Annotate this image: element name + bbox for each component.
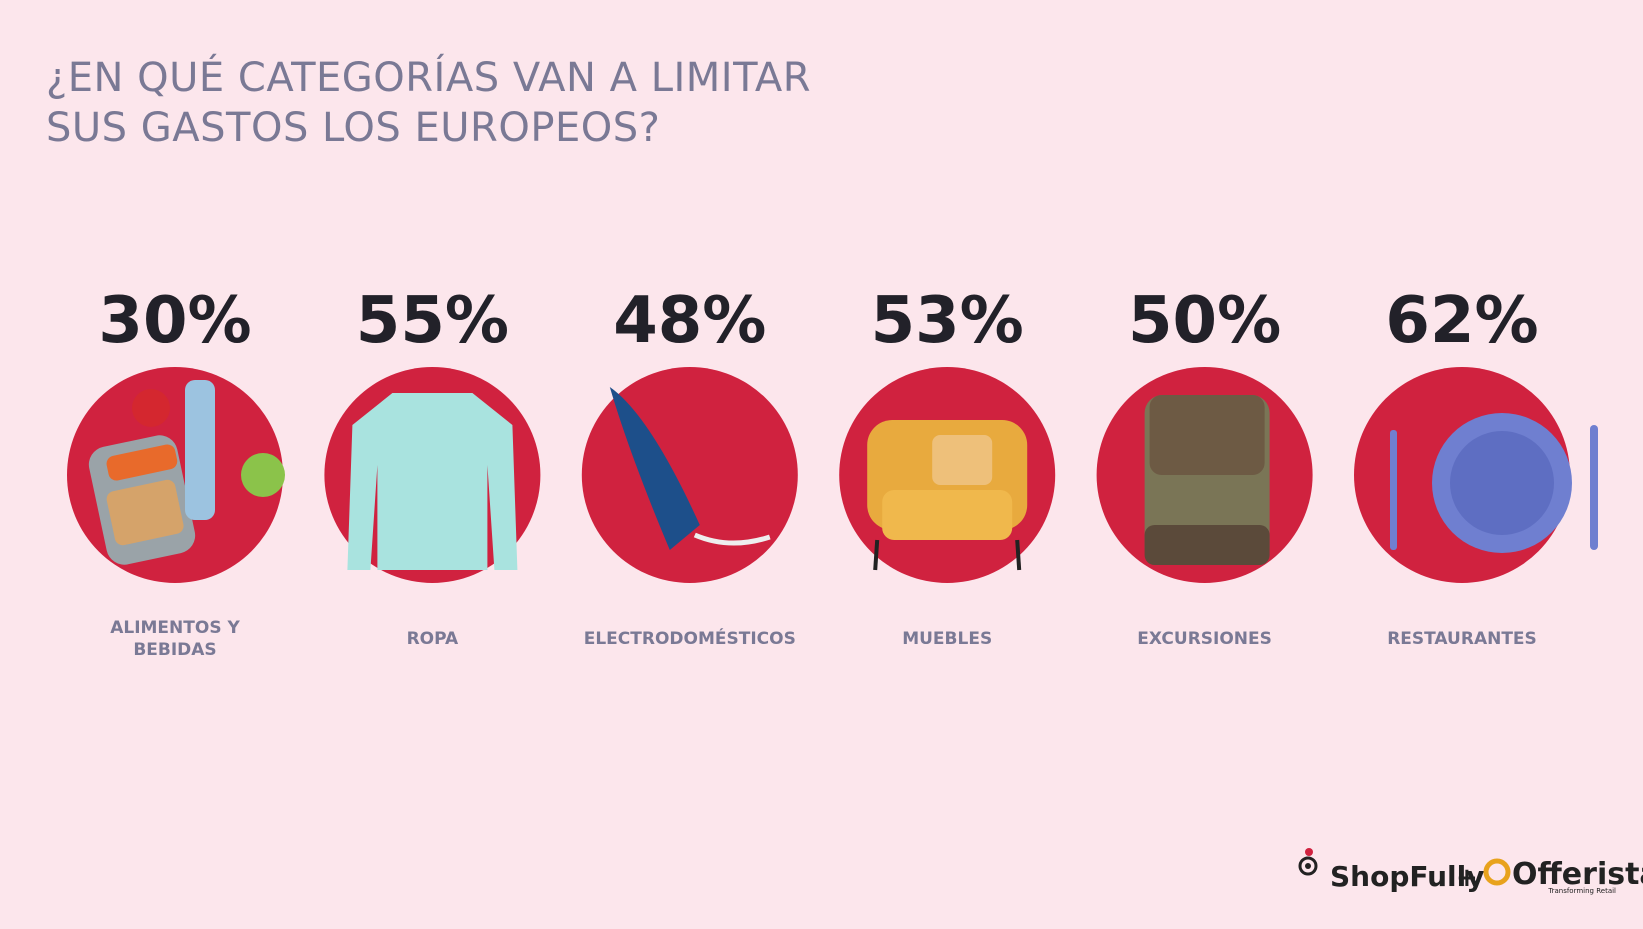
shopfully-icon	[1298, 856, 1318, 876]
chair-leg	[1015, 539, 1022, 571]
bottle	[185, 380, 215, 520]
backpack-flap	[1149, 395, 1265, 475]
sandwich	[106, 479, 184, 546]
category-label: ROPA	[407, 629, 459, 649]
brand-offerista: Offerista	[1512, 857, 1643, 892]
iron	[609, 387, 700, 550]
percentage: 55%	[356, 284, 509, 358]
fork	[1390, 430, 1397, 550]
item: 53% MUEBLES	[839, 284, 1056, 649]
shopfully-icon	[1305, 848, 1313, 856]
offerista-icon	[1483, 858, 1511, 886]
percentage: 30%	[98, 284, 251, 358]
category-label: ALIMENTOS Y	[110, 618, 240, 638]
category-label: MUEBLES	[902, 629, 992, 649]
category-label: ELECTRODOMÉSTICOS	[584, 627, 796, 649]
footer-logos: ShopFully + Offerista Transforming Retai…	[1298, 848, 1643, 895]
item: 48% ELECTRODOMÉSTICOS	[581, 284, 798, 649]
sweater	[347, 393, 518, 570]
category-label: EXCURSIONES	[1137, 629, 1272, 649]
plate-inner	[1450, 431, 1554, 535]
cord	[693, 532, 771, 546]
percentage: 62%	[1385, 284, 1538, 358]
chair-seat	[882, 490, 1013, 540]
item: 50% EXCURSIONES	[1096, 284, 1313, 649]
backpack-bottom	[1144, 525, 1270, 565]
shopfully-icon	[1305, 863, 1311, 869]
item: 62% RESTAURANTES	[1354, 284, 1598, 649]
chair-leg	[873, 539, 880, 571]
title-line: ¿EN QUÉ CATEGORÍAS VAN A LIMITAR	[46, 53, 811, 101]
percentage: 50%	[1128, 284, 1281, 358]
percentage: 48%	[613, 284, 766, 358]
apple	[241, 453, 285, 497]
tomato	[132, 389, 170, 427]
item: 55% ROPA	[324, 284, 541, 649]
plus: +	[1456, 863, 1478, 893]
title-line: SUS GASTOS LOS EUROPEOS?	[46, 105, 660, 151]
knife	[1590, 425, 1598, 550]
cushion	[932, 435, 993, 485]
veg	[106, 444, 178, 481]
tagline: Transforming Retail	[1547, 887, 1616, 895]
brand-shopfully: ShopFully	[1330, 860, 1485, 893]
category-label: BEBIDAS	[133, 640, 216, 660]
category-label: RESTAURANTES	[1387, 629, 1537, 649]
percentage: 53%	[871, 284, 1024, 358]
